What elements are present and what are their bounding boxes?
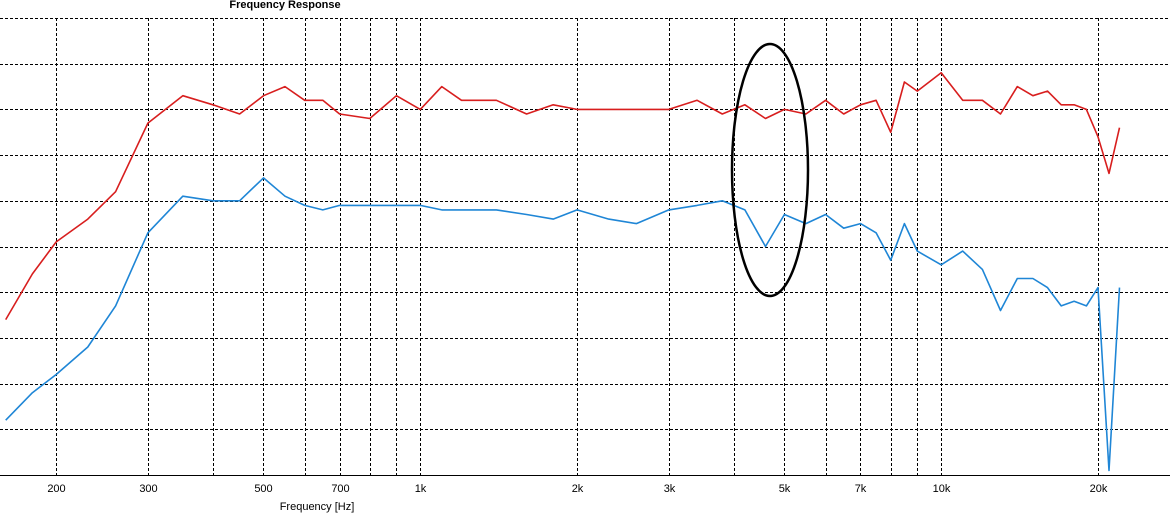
x-tick-label: 200	[47, 483, 65, 495]
x-tick-label: 500	[254, 483, 272, 495]
series-line	[5, 177, 1121, 472]
x-tick-label: 10k	[933, 483, 951, 495]
chart-title: Frequency Response	[229, 0, 340, 11]
x-tick-label: 20k	[1090, 483, 1108, 495]
x-tick-label: 5k	[779, 483, 791, 495]
x-tick-label: 7k	[855, 483, 867, 495]
x-tick-label: 700	[331, 483, 349, 495]
series-line	[5, 72, 1121, 321]
x-tick-label: 1k	[415, 483, 427, 495]
highlight-ellipse	[730, 42, 810, 298]
x-axis-label: Frequency [Hz]	[280, 501, 355, 513]
x-tick-label: 300	[139, 483, 157, 495]
x-tick-label: 2k	[572, 483, 584, 495]
x-tick-label: 3k	[664, 483, 676, 495]
